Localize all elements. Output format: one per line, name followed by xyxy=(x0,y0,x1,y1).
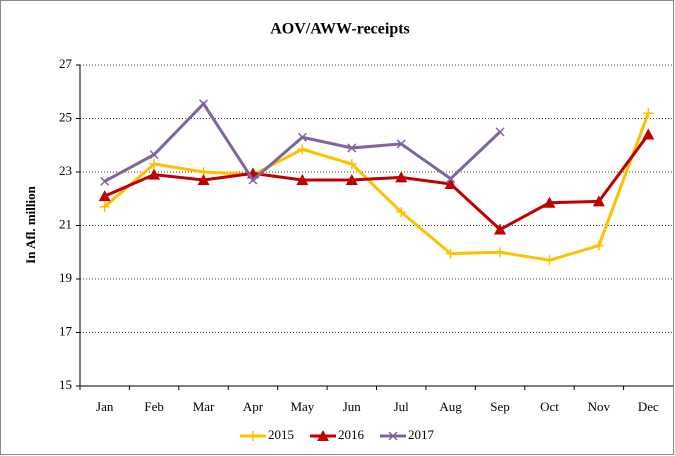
x-tick-label: Mar xyxy=(193,399,215,414)
y-tick-label: 21 xyxy=(59,216,72,231)
point-marker xyxy=(148,168,161,180)
series-line xyxy=(104,133,650,232)
point-marker xyxy=(445,248,456,259)
point-marker xyxy=(544,255,555,266)
legend-marker xyxy=(388,431,398,441)
x-tick-label: Apr xyxy=(243,399,264,414)
point-marker xyxy=(248,175,258,185)
x-tick-label: Jul xyxy=(394,399,410,414)
point-marker xyxy=(297,132,307,142)
x-tick-label: Jun xyxy=(343,399,362,414)
point-marker xyxy=(495,247,506,258)
point-marker xyxy=(444,178,457,190)
point-marker xyxy=(297,144,308,155)
chart-title: AOV/AWW-receipts xyxy=(270,21,410,38)
x-tick-label: Aug xyxy=(439,399,462,414)
y-tick-label: 15 xyxy=(59,377,72,392)
y-tick-label: 25 xyxy=(59,109,72,124)
point-marker xyxy=(100,176,110,186)
y-tick-label: 23 xyxy=(59,163,72,178)
point-marker xyxy=(643,108,654,119)
x-tick-label: May xyxy=(290,399,314,414)
point-marker xyxy=(395,171,408,183)
y-axis-label: In Afl. million xyxy=(23,185,38,263)
legend-marker xyxy=(317,430,329,441)
point-marker xyxy=(345,174,358,186)
point-marker xyxy=(495,127,505,137)
point-marker xyxy=(98,190,111,202)
y-tick-label: 19 xyxy=(59,270,72,285)
point-marker xyxy=(396,139,406,149)
point-marker xyxy=(543,196,556,208)
point-marker xyxy=(296,174,309,186)
legend-label: 2015 xyxy=(268,427,294,442)
point-marker xyxy=(593,240,604,251)
x-tick-label: Sep xyxy=(490,399,510,414)
point-marker xyxy=(446,174,456,184)
point-marker xyxy=(197,174,210,186)
legend-label: 2017 xyxy=(408,427,435,442)
series-line xyxy=(103,112,650,262)
point-marker xyxy=(396,207,407,218)
point-marker xyxy=(642,128,655,140)
x-tick-label: Nov xyxy=(588,399,611,414)
point-marker xyxy=(149,158,160,169)
x-tick-label: Dec xyxy=(638,399,659,414)
point-marker xyxy=(99,201,110,212)
x-tick-label: Feb xyxy=(144,399,164,414)
y-tick-label: 17 xyxy=(59,323,73,338)
point-marker xyxy=(592,195,605,207)
legend-marker xyxy=(248,431,258,441)
point-marker xyxy=(346,158,357,169)
x-tick-label: Oct xyxy=(540,399,559,414)
point-marker xyxy=(494,223,507,235)
point-marker xyxy=(149,150,159,160)
y-tick-label: 27 xyxy=(59,56,73,71)
point-marker xyxy=(347,143,357,153)
x-tick-label: Jan xyxy=(96,399,114,414)
legend-label: 2016 xyxy=(338,427,365,442)
point-marker xyxy=(199,99,209,109)
